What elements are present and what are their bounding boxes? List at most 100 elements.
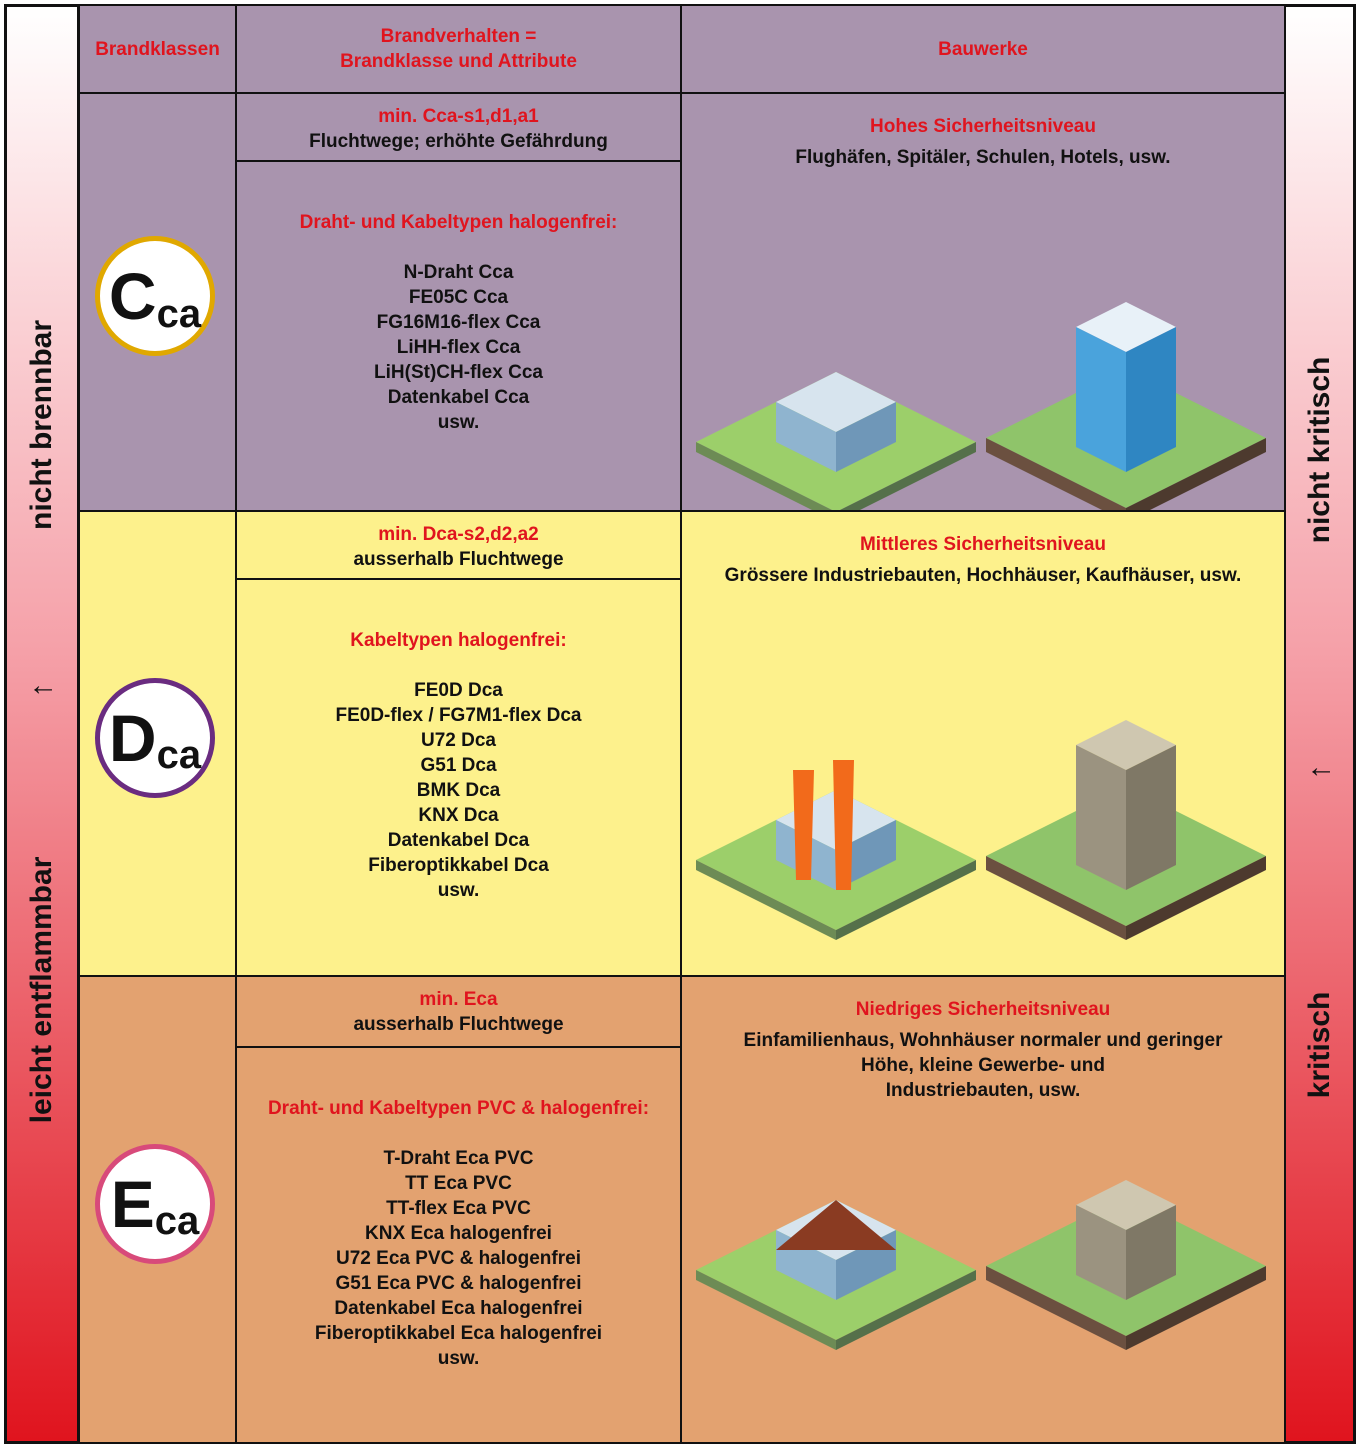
cable-type: FE05C Cca — [408, 287, 509, 308]
cable-type: FE0D Dca — [414, 680, 503, 701]
illustration-shape — [696, 1270, 836, 1350]
cable-type: G51 Eca PVC & halogenfrei — [335, 1273, 582, 1294]
cable-type: Fiberoptikkabel Dca — [368, 855, 549, 876]
types-cell: Draht- und Kabeltypen halogenfrei: N-Drah… — [235, 160, 682, 512]
cable-type: TT Eca PVC — [405, 1173, 512, 1194]
illustration-shape — [776, 1200, 896, 1250]
buildings-text: Flughäfen, Spitäler, Schulen, Hotels, us… — [795, 147, 1171, 168]
cable-type: U72 Eca PVC & halogenfrei — [336, 1248, 581, 1269]
illustration-shape — [1126, 327, 1176, 472]
header-cell: Brandklassen — [78, 4, 237, 94]
buildings-cell: Niedriges Sicherheitsniveau Einfamilienha… — [680, 975, 1286, 1444]
illustration-shape — [833, 760, 854, 890]
illustration-shape — [986, 1266, 1126, 1350]
buildings-text: Industriebauten, usw. — [885, 1080, 1081, 1101]
header-label: Brandklasse und Attribute — [340, 51, 577, 72]
safety-level: Hohes Sicherheitsniveau — [870, 116, 1096, 137]
cable-type: TT-flex Eca PVC — [386, 1198, 531, 1219]
class-letter: C — [108, 259, 157, 333]
scale-label: leicht entflammbar — [25, 856, 58, 1124]
right-scale-bar — [1282, 4, 1356, 1444]
min-desc: ausserhalb Fluchtwege — [353, 549, 564, 570]
cable-type: Fiberoptikkabel Eca halogenfrei — [314, 1323, 603, 1344]
scale-label: nicht brennbar — [25, 319, 58, 531]
buildings-text: Grössere Industriebauten, Hochhäuser, Ka… — [724, 565, 1242, 586]
cable-type: Datenkabel Dca — [387, 830, 530, 851]
illustration-shape — [776, 402, 836, 472]
illustration-shape — [1126, 745, 1176, 890]
min-label: min. Dca-s2,d2,a2 — [378, 524, 539, 545]
illustration-shape — [1126, 1205, 1176, 1300]
scale-label: nicht kritisch — [1303, 356, 1336, 544]
cable-type: N-Draht Cca — [403, 262, 514, 283]
illustration-shape — [696, 442, 836, 522]
cable-type: usw. — [437, 1348, 480, 1369]
class-subscript: ca — [156, 733, 202, 777]
illustration-shape — [696, 860, 836, 940]
left-scale-bar — [4, 4, 80, 1444]
cable-type: KNX Eca halogenfrei — [365, 1223, 552, 1244]
cable-type: G51 Dca — [420, 755, 497, 776]
min-cell: min. Eca ausserhalb Fluchtwege — [235, 975, 682, 1048]
illustration-shape — [1126, 856, 1266, 940]
illustration-shape — [836, 402, 896, 472]
cable-type: LiH(St)CH-flex Cca — [374, 362, 543, 383]
illustration-shape — [1076, 745, 1126, 890]
class-letter: D — [108, 700, 157, 775]
illustration-shape — [836, 442, 976, 522]
cable-type: usw. — [437, 412, 480, 433]
cable-type: FG16M16-flex Cca — [376, 312, 541, 333]
illustration — [696, 302, 1266, 522]
scale-label: kritisch — [1303, 991, 1336, 1099]
min-desc: Fluchtwege; erhöhte Gefährdung — [309, 131, 608, 152]
types-cell: Draht- und Kabeltypen PVC & halogenfrei:… — [235, 1046, 682, 1444]
illustration — [696, 720, 1266, 940]
header-label: Bauwerke — [938, 38, 1028, 60]
types-cell: Kabeltypen halogenfrei: FE0D Dca FE0D-flex… — [235, 578, 682, 977]
min-desc: ausserhalb Fluchtwege — [353, 1014, 564, 1035]
illustration-shape — [1076, 1205, 1126, 1300]
illustration-shape — [1126, 438, 1266, 522]
types-title: Kabeltypen halogenfrei: — [350, 630, 567, 651]
illustration-shape — [793, 770, 814, 880]
safety-level: Mittleres Sicherheitsniveau — [859, 534, 1107, 555]
cable-type: Datenkabel Eca halogenfrei — [334, 1298, 583, 1319]
illustration-shape — [1076, 327, 1126, 472]
safety-level: Niedriges Sicherheitsniveau — [855, 999, 1111, 1020]
cable-type: usw. — [437, 880, 480, 901]
min-label: min. Cca-s1,d1,a1 — [378, 106, 539, 127]
header-cell: Brandverhalten = Brandklasse und Attribut… — [235, 4, 682, 94]
cable-type: FE0D-flex / FG7M1-flex Dca — [335, 705, 582, 726]
scale-arrow: ↑ — [25, 682, 58, 698]
illustration-shape — [836, 1270, 976, 1350]
illustration-shape — [986, 856, 1126, 940]
class-subscript: ca — [154, 1199, 200, 1243]
cable-type: U72 Dca — [421, 730, 496, 751]
cable-type: BMK Dca — [416, 780, 501, 801]
types-title: Draht- und Kabeltypen PVC & halogenfrei: — [267, 1098, 650, 1119]
min-label: min. Eca — [419, 989, 498, 1010]
buildings-text: Höhe, kleine Gewerbe- und — [861, 1055, 1105, 1076]
illustration-shape — [1126, 1266, 1266, 1350]
cable-type: Datenkabel Cca — [387, 387, 530, 408]
buildings-text: Einfamilienhaus, Wohnhäuser normaler und… — [743, 1030, 1223, 1051]
header-cell: Bauwerke — [680, 4, 1286, 94]
min-cell: min. Cca-s1,d1,a1 Fluchtwege; erhöhte Gef… — [235, 92, 682, 162]
header-label: Brandklassen — [95, 38, 220, 60]
class-letter: E — [110, 1166, 155, 1241]
cable-type: KNX Dca — [418, 805, 499, 826]
illustration-shape — [836, 860, 976, 940]
illustration — [696, 1180, 1266, 1350]
min-cell: min. Dca-s2,d2,a2 ausserhalb Fluchtwege — [235, 510, 682, 580]
scale-arrow: ↑ — [1303, 764, 1336, 780]
cable-type: LiHH-flex Cca — [396, 337, 521, 358]
types-title: Draht- und Kabeltypen halogenfrei: — [299, 212, 618, 233]
header-label: Brandverhalten = — [380, 26, 537, 47]
illustration-shape — [986, 438, 1126, 522]
class-subscript: ca — [156, 291, 202, 336]
cable-type: T-Draht Eca PVC — [383, 1148, 534, 1169]
